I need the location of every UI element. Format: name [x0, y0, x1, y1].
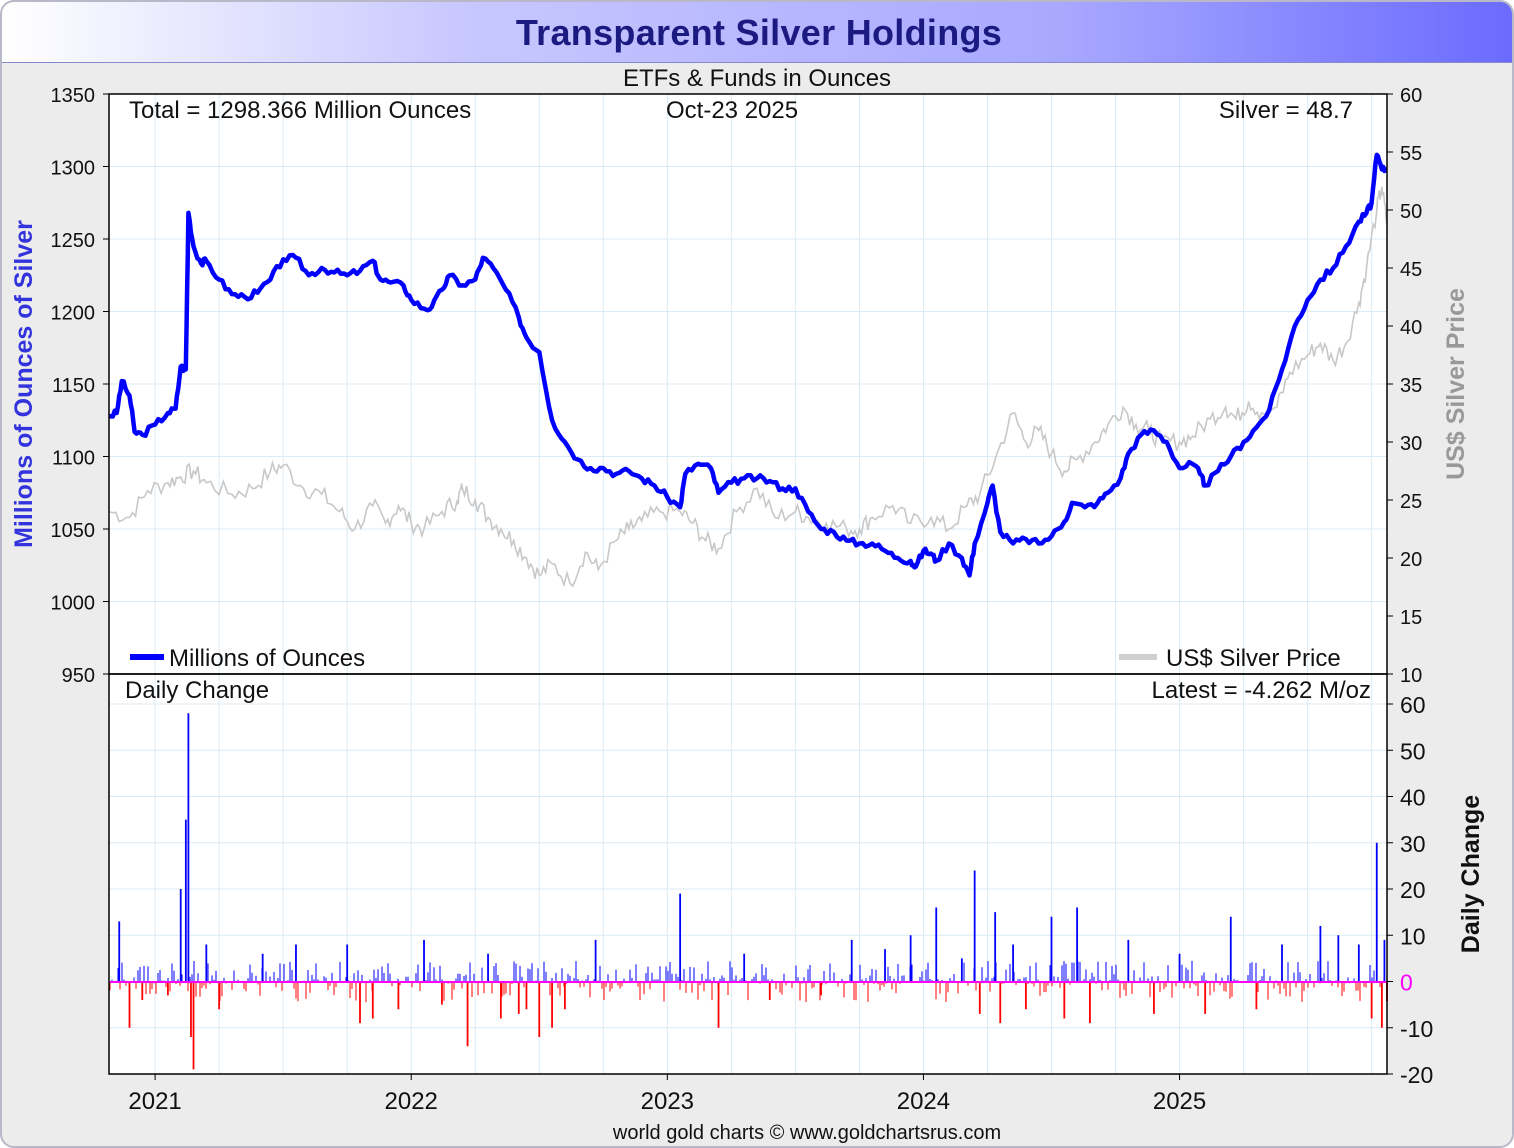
x-tick-label: 2021 [128, 1088, 181, 1115]
right-tick-label: 10 [1400, 665, 1422, 687]
silver-price-line [108, 186, 1388, 588]
left-tick-label: 1050 [51, 520, 96, 542]
x-tick-label: 2025 [1153, 1088, 1206, 1115]
chart-title: Transparent Silver Holdings [515, 12, 1003, 53]
left-tick-label: 1300 [51, 158, 96, 180]
daily-tick-label: 50 [1400, 738, 1426, 764]
axes-text: 9501000105011001150120012501300135010152… [51, 85, 1434, 1115]
right-tick-label: 25 [1400, 491, 1422, 513]
daily-tick-label: 20 [1400, 877, 1426, 903]
left-tick-label: 1000 [51, 593, 96, 615]
latest-annotation: Latest = -4.262 M/oz [1152, 677, 1371, 704]
footer-credit: world gold charts © www.goldchartsrus.co… [612, 1122, 1001, 1144]
right-tick-label: 30 [1400, 433, 1422, 455]
left-axis-label: Millions of Ounces of Silver [10, 220, 38, 548]
legend-price-label: US$ Silver Price [1166, 645, 1341, 672]
right-tick-label: 45 [1400, 259, 1422, 281]
daily-change-panel-title: Daily Change [125, 677, 269, 704]
silver-annotation: Silver = 48.7 [1219, 97, 1353, 124]
left-tick-label: 1200 [51, 303, 96, 325]
left-tick-label: 950 [62, 665, 95, 687]
holdings-line [108, 152, 1388, 578]
title-bar: Transparent Silver Holdings [2, 2, 1512, 63]
x-tick-label: 2023 [641, 1088, 694, 1115]
daily-tick-label: -10 [1400, 1016, 1433, 1042]
x-tick-label: 2024 [897, 1088, 950, 1115]
date-annotation: Oct-23 2025 [666, 97, 798, 124]
right-axis-label: US$ Silver Price [1442, 288, 1470, 480]
legend: Millions of Ounces US$ Silver Price [130, 645, 1341, 672]
plot-border-bottom [108, 673, 1388, 1075]
right-tick-label: 15 [1400, 607, 1422, 629]
left-tick-label: 1250 [51, 230, 96, 252]
right-tick-label: 35 [1400, 375, 1422, 397]
x-tick-label: 2022 [385, 1088, 438, 1115]
right-tick-label: 20 [1400, 549, 1422, 571]
grid [109, 93, 1387, 1075]
right-tick-label: 50 [1400, 201, 1422, 223]
daily-tick-label: 10 [1400, 923, 1426, 949]
chart-subtitle: ETFs & Funds in Ounces [623, 65, 891, 92]
right-tick-label: 60 [1400, 85, 1422, 107]
daily-tick-label: 30 [1400, 831, 1426, 857]
daily-tick-label: 40 [1400, 785, 1426, 811]
right-tick-label: 40 [1400, 317, 1422, 339]
daily-tick-label: -20 [1400, 1062, 1433, 1088]
daily-change-bars [109, 713, 1388, 1070]
daily-change-axis-label: Daily Change [1457, 795, 1485, 953]
left-tick-label: 1100 [52, 448, 95, 470]
legend-holdings-label: Millions of Ounces [169, 645, 365, 672]
price-layer [108, 186, 1388, 588]
right-tick-label: 55 [1400, 143, 1422, 165]
daily-tick-label: 60 [1400, 692, 1426, 718]
plot-background [109, 94, 1387, 1074]
left-tick-label: 1350 [51, 85, 96, 107]
left-tick-label: 1150 [52, 375, 95, 397]
daily-tick-label: 0 [1400, 970, 1413, 996]
total-annotation: Total = 1298.366 Million Ounces [129, 97, 471, 124]
holdings-layer [108, 152, 1388, 578]
